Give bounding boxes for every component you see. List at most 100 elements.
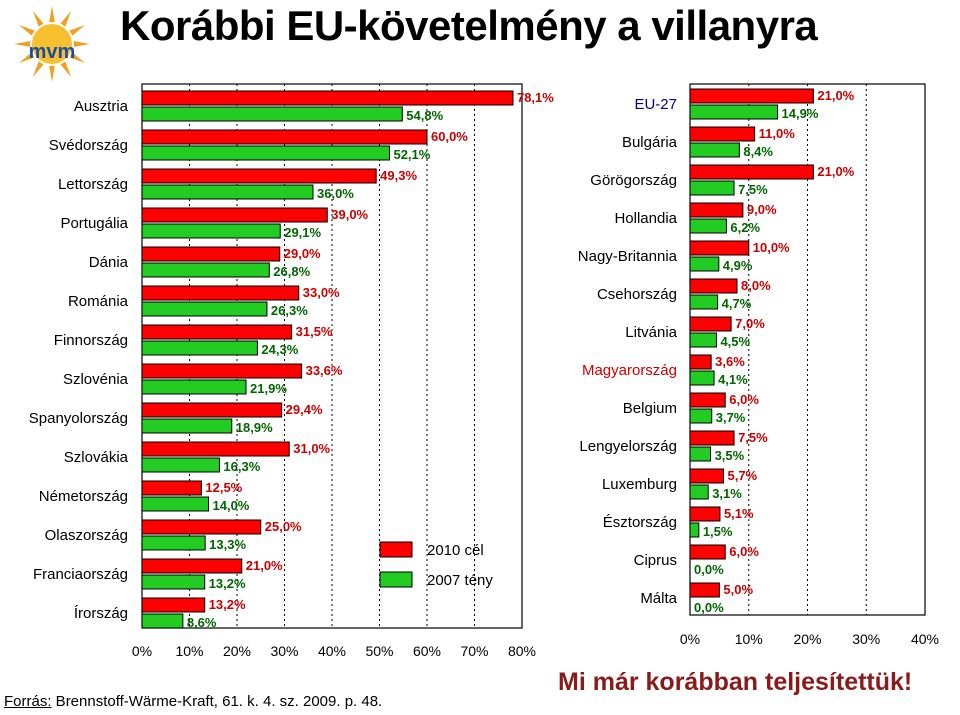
- right-actual-value-label: 1,5%: [703, 524, 733, 539]
- left-target-value-label: 31,0%: [293, 441, 330, 456]
- right-category-label: Magyarország: [582, 362, 677, 379]
- right-actual-bar: [689, 294, 719, 310]
- source-note: Forrás: Brennstoff-Wärme-Kraft, 61. k. 4…: [4, 693, 382, 710]
- left-actual-value-label: 36,0%: [317, 186, 354, 201]
- right-actual-value-label: 3,1%: [712, 486, 742, 501]
- left-actual-value-label: 14,0%: [213, 498, 250, 513]
- left-actual-value-label: 13,2%: [209, 576, 246, 591]
- left-actual-bar: [141, 145, 390, 161]
- left-target-value-label: 60,0%: [431, 129, 468, 144]
- left-actual-bar: [141, 106, 403, 122]
- right-actual-value-label: 4,5%: [720, 334, 750, 349]
- legend-target-label: 2010 cél: [427, 542, 484, 559]
- right-target-value-label: 10,0%: [753, 240, 790, 255]
- left-actual-bar: [141, 418, 233, 434]
- right-target-bar: [689, 278, 738, 294]
- left-target-value-label: 33,0%: [303, 285, 340, 300]
- left-actual-bar: [141, 535, 206, 551]
- left-target-bar: [141, 285, 300, 301]
- right-target-bar: [689, 88, 814, 104]
- left-target-value-label: 12,5%: [205, 480, 242, 495]
- right-category-label: Nagy-Britannia: [578, 248, 678, 265]
- left-tick-label: 20%: [223, 643, 251, 659]
- left-actual-value-label: 18,9%: [236, 420, 273, 435]
- left-actual-bar: [141, 184, 314, 200]
- left-category-label: Románia: [68, 293, 129, 310]
- right-target-value-label: 11,0%: [759, 126, 796, 141]
- left-category-label: Ausztria: [74, 98, 129, 115]
- right-target-value-label: 3,6%: [715, 354, 745, 369]
- left-target-value-label: 39,0%: [331, 207, 368, 222]
- right-category-label: Hollandia: [614, 210, 677, 227]
- left-actual-bar: [141, 223, 281, 239]
- left-target-bar: [141, 207, 328, 223]
- right-target-value-label: 6,0%: [729, 392, 759, 407]
- source-text: Brennstoff-Wärme-Kraft, 61. k. 4. sz. 20…: [51, 693, 383, 710]
- right-target-value-label: 8,0%: [741, 278, 771, 293]
- left-actual-bar: [141, 574, 206, 590]
- left-category-label: Írország: [74, 605, 128, 622]
- right-actual-bar: [689, 256, 720, 272]
- right-target-bar: [689, 164, 814, 180]
- left-category-label: Finnország: [54, 332, 128, 349]
- right-target-value-label: 21,0%: [817, 164, 854, 179]
- right-category-label: Litvánia: [625, 324, 677, 341]
- left-target-bar: [141, 246, 281, 262]
- left-actual-bar: [141, 262, 270, 278]
- right-target-value-label: 6,0%: [729, 544, 759, 559]
- right-target-bar: [689, 126, 756, 142]
- left-actual-value-label: 54,8%: [406, 108, 443, 123]
- left-actual-value-label: 21,9%: [250, 381, 287, 396]
- right-target-value-label: 9,0%: [747, 202, 777, 217]
- left-actual-value-label: 8,6%: [187, 615, 217, 630]
- page-title: Korábbi EU-követelmény a villanyra: [120, 2, 818, 49]
- left-actual-bar: [141, 496, 209, 512]
- right-category-label: Görögország: [590, 172, 677, 189]
- right-tick-label: 0%: [680, 631, 700, 647]
- left-tick-label: 40%: [318, 643, 346, 659]
- right-actual-bar: [689, 522, 700, 538]
- left-category-label: Svédország: [49, 137, 128, 154]
- sun-logo-icon: mvm: [14, 6, 90, 82]
- legend-actual-label: 2007 tény: [427, 572, 493, 589]
- left-target-bar: [141, 558, 243, 574]
- right-actual-bar: [689, 370, 715, 386]
- left-actual-bar: [141, 379, 247, 395]
- left-target-value-label: 21,0%: [246, 558, 283, 573]
- right-tick-label: 40%: [911, 631, 939, 647]
- left-category-label: Dánia: [89, 254, 129, 271]
- right-target-value-label: 5,7%: [727, 468, 757, 483]
- right-actual-value-label: 3,7%: [716, 410, 746, 425]
- right-category-label: Ciprus: [634, 552, 677, 569]
- right-target-bar: [689, 544, 726, 560]
- left-category-label: Németország: [39, 488, 128, 505]
- right-category-label: Csehország: [597, 286, 677, 303]
- right-actual-bar: [689, 446, 712, 462]
- right-target-value-label: 5,1%: [724, 506, 754, 521]
- right-category-label: Luxemburg: [602, 476, 677, 493]
- left-actual-value-label: 52,1%: [393, 147, 430, 162]
- left-target-bar: [141, 129, 428, 145]
- right-category-label: Lengyelország: [579, 438, 677, 455]
- left-actual-bar: [141, 340, 258, 356]
- right-actual-value-label: 14,9%: [782, 106, 819, 121]
- right-category-label: Bulgária: [622, 134, 678, 151]
- right-target-bar: [689, 354, 712, 370]
- left-target-value-label: 25,0%: [265, 519, 302, 534]
- left-category-label: Franciaország: [33, 566, 128, 583]
- left-tick-label: 70%: [460, 643, 488, 659]
- right-actual-value-label: 7,5%: [738, 182, 768, 197]
- left-actual-value-label: 29,1%: [284, 225, 321, 240]
- right-actual-bar: [689, 408, 713, 424]
- left-tick-label: 0%: [132, 643, 152, 659]
- left-category-label: Spanyolország: [29, 410, 128, 427]
- legend-actual-swatch: [379, 571, 413, 588]
- left-category-label: Olaszország: [45, 527, 128, 544]
- right-actual-bar: [689, 484, 709, 500]
- left-target-bar: [141, 597, 206, 613]
- left-actual-value-label: 26,8%: [273, 264, 310, 279]
- left-actual-value-label: 26,3%: [271, 303, 308, 318]
- right-tick-label: 30%: [852, 631, 880, 647]
- right-actual-bar: [689, 104, 779, 120]
